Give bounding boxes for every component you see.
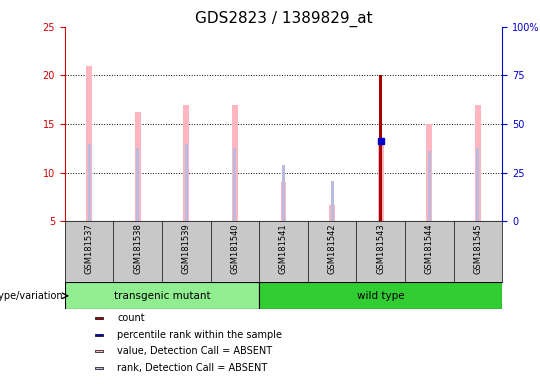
Bar [282, 165, 285, 221]
Text: rank, Detection Call = ABSENT: rank, Detection Call = ABSENT [117, 363, 267, 373]
Text: genotype/variation: genotype/variation [0, 291, 63, 301]
Bar [475, 105, 481, 221]
Bar [87, 144, 91, 221]
Bar [96, 350, 103, 352]
Bar [330, 180, 334, 221]
Bar [96, 367, 103, 369]
Bar [233, 149, 237, 221]
FancyBboxPatch shape [259, 282, 502, 310]
Text: percentile rank within the sample: percentile rank within the sample [117, 329, 282, 339]
Bar [135, 113, 140, 221]
Text: GSM181540: GSM181540 [231, 223, 239, 274]
Bar [184, 105, 189, 221]
Bar [96, 317, 103, 319]
Text: GSM181543: GSM181543 [376, 223, 385, 274]
Bar [136, 149, 139, 221]
Text: transgenic mutant: transgenic mutant [114, 291, 210, 301]
Bar [476, 149, 480, 221]
Bar [281, 182, 286, 221]
Bar [379, 144, 382, 221]
Text: GSM181545: GSM181545 [474, 223, 482, 274]
Bar [427, 124, 432, 221]
Text: value, Detection Call = ABSENT: value, Detection Call = ABSENT [117, 346, 272, 356]
Bar [378, 144, 383, 221]
Text: GSM181541: GSM181541 [279, 223, 288, 274]
Text: GSM181544: GSM181544 [425, 223, 434, 274]
Bar [86, 66, 92, 221]
FancyBboxPatch shape [65, 282, 259, 310]
Bar [232, 105, 238, 221]
Title: GDS2823 / 1389829_at: GDS2823 / 1389829_at [195, 11, 372, 27]
Text: GSM181542: GSM181542 [328, 223, 336, 274]
Bar [185, 144, 188, 221]
Text: count: count [117, 313, 145, 323]
Text: GSM181537: GSM181537 [85, 223, 93, 274]
Bar [96, 334, 103, 336]
Bar [329, 205, 335, 221]
Bar [428, 151, 431, 221]
Text: GSM181539: GSM181539 [182, 223, 191, 274]
Bar [380, 76, 382, 221]
Text: GSM181538: GSM181538 [133, 223, 142, 274]
Text: wild type: wild type [357, 291, 404, 301]
